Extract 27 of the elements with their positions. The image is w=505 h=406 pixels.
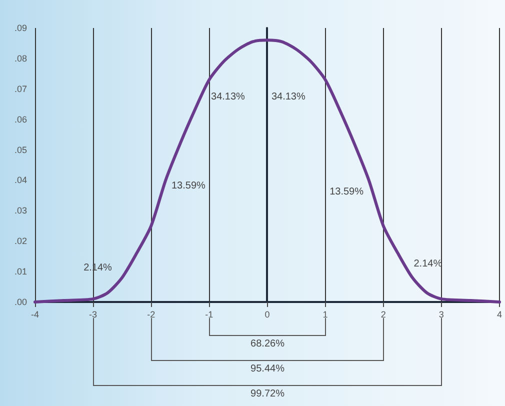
x-tick-label: 4 (496, 310, 502, 320)
y-tick-label: .09 (14, 23, 27, 33)
text: 99.72% (250, 388, 284, 400)
x-tick-label: 0 (264, 310, 270, 320)
annotation: 13.59% (171, 180, 206, 192)
y-tick-label: .00 (14, 297, 27, 307)
y-tick-label: .07 (14, 84, 27, 94)
x-tick-label: -4 (30, 310, 40, 320)
annotation: 34.13% (271, 91, 306, 102)
line-series (34, 38, 501, 304)
text: 68.26% (250, 338, 284, 350)
x-tick-label: -3 (89, 310, 98, 320)
y-tick-label: .08 (14, 53, 27, 64)
y-tick-label: .03 (14, 206, 27, 216)
y-tick-label: .06 (14, 114, 27, 124)
y-tick-label: .01 (14, 266, 27, 277)
annotation: 13.59% (330, 186, 364, 198)
x-tick-label: 2 (380, 310, 386, 320)
y-tick-label: .04 (14, 175, 27, 186)
annotation: 34.13% (211, 91, 245, 102)
y-tick-label: .05 (14, 144, 27, 155)
text: 95.44% (250, 364, 284, 374)
x-tick-label: -2 (147, 310, 156, 320)
y-tick-label: .02 (14, 236, 27, 246)
x-tick-label: 1 (322, 310, 328, 320)
x-tick-label: 3 (438, 310, 444, 320)
x-tick-label: -1 (205, 310, 214, 320)
